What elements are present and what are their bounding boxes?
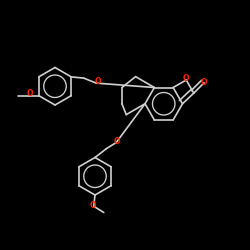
Text: O: O [183, 74, 190, 82]
Text: O: O [27, 90, 33, 98]
Text: O: O [94, 76, 101, 86]
Text: O: O [114, 136, 120, 145]
Text: O: O [201, 78, 207, 87]
Text: O: O [89, 201, 96, 210]
